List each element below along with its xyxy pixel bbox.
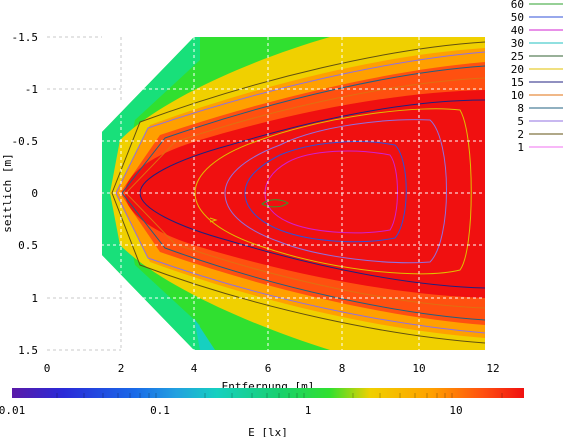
legend-entry: 5 bbox=[517, 115, 563, 128]
colorbar-minor-ticks bbox=[56, 393, 503, 398]
x-tick-label: 8 bbox=[339, 362, 346, 375]
y-tick-label: 0 bbox=[31, 187, 38, 200]
heat-zone-green-light bbox=[102, 37, 200, 350]
legend-entry: 10 bbox=[511, 89, 563, 102]
legend-label: 50 bbox=[511, 11, 524, 24]
y-tick-label: -1.5 bbox=[12, 31, 39, 44]
contour-line bbox=[209, 217, 218, 223]
colorbar-tick-label: 0.1 bbox=[150, 404, 170, 417]
colorbar-tick-label: 10 bbox=[449, 404, 462, 417]
legend-entry: 60 bbox=[511, 0, 563, 11]
heat-zone-cyan-edge bbox=[194, 318, 215, 350]
contour-line bbox=[111, 41, 486, 344]
y-tick-label: 1.5 bbox=[18, 344, 38, 357]
colorbar-tick-label: 0.01 bbox=[0, 404, 25, 417]
legend-label: 10 bbox=[511, 89, 524, 102]
y-tick-label: 0.5 bbox=[18, 239, 38, 252]
legend-label: 30 bbox=[511, 37, 524, 50]
contour-line bbox=[261, 199, 289, 208]
y-tick-label: 1 bbox=[31, 292, 38, 305]
contour-line bbox=[244, 141, 407, 243]
legend-entry: 30 bbox=[511, 37, 563, 50]
heat-zone-red bbox=[125, 90, 485, 298]
legend-entry: 15 bbox=[511, 76, 563, 89]
legend-entry: 2 bbox=[517, 128, 563, 141]
x-tick-label: 2 bbox=[118, 362, 125, 375]
legend-entry: 25 bbox=[511, 50, 563, 63]
legend-entry: 20 bbox=[511, 63, 563, 76]
grid-lines-outer bbox=[47, 36, 122, 351]
x-tick-label: 6 bbox=[265, 362, 272, 375]
legend-label: 20 bbox=[511, 63, 524, 76]
contour-line bbox=[194, 108, 472, 275]
legend-entry: 50 bbox=[511, 11, 563, 24]
y-tick-label: -1 bbox=[25, 83, 38, 96]
legend-label: 5 bbox=[517, 115, 524, 128]
legend-label: 25 bbox=[511, 50, 524, 63]
colorbar-label: E [lx] bbox=[248, 426, 288, 437]
legend-entry: 8 bbox=[517, 102, 563, 115]
contour-line bbox=[224, 119, 447, 264]
colorbar: 0.01 0.1 1 10 E [lx] bbox=[0, 388, 524, 437]
contour-line bbox=[264, 150, 398, 234]
colorbar-gradient bbox=[12, 388, 524, 398]
x-tick-label: 4 bbox=[191, 362, 198, 375]
legend-entry: 1 bbox=[517, 141, 563, 154]
legend-label: 8 bbox=[517, 102, 524, 115]
legend-label: 40 bbox=[511, 24, 524, 37]
legend-label: 15 bbox=[511, 76, 524, 89]
x-tick-label: 12 bbox=[486, 362, 499, 375]
colorbar-tick-label: 1 bbox=[305, 404, 312, 417]
x-tick-label: 0 bbox=[44, 362, 51, 375]
legend-entry: 40 bbox=[511, 24, 563, 37]
legend-label: 1 bbox=[517, 141, 524, 154]
legend-label: 60 bbox=[511, 0, 524, 11]
y-axis: -1.5 -1 -0.5 0 0.5 1 1.5 seitlich [m] bbox=[1, 31, 38, 357]
y-tick-label: -0.5 bbox=[12, 135, 39, 148]
contour-legend: 60 50 40 30 25 20 15 10 bbox=[511, 0, 563, 154]
legend-label: 2 bbox=[517, 128, 524, 141]
x-tick-label: 10 bbox=[412, 362, 425, 375]
y-axis-label: seitlich [m] bbox=[1, 153, 14, 232]
